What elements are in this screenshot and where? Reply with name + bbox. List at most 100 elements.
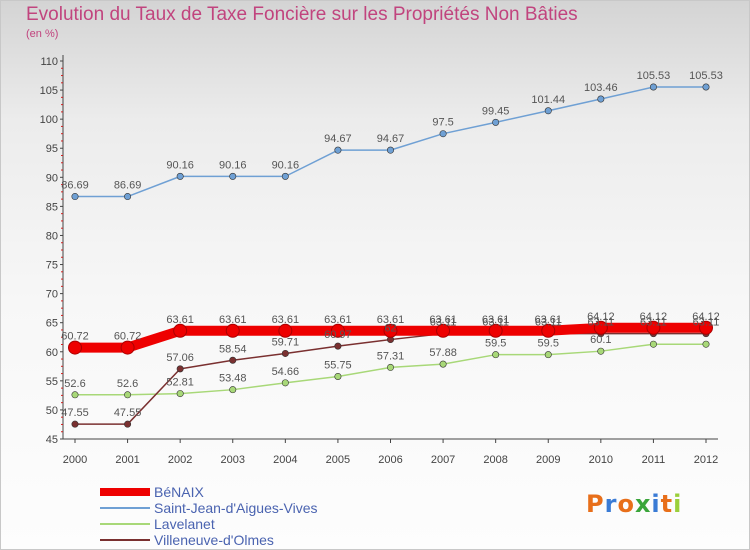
data-label: 105.53 xyxy=(637,70,671,82)
y-tick-label: 60 xyxy=(46,347,58,359)
data-label: 54.66 xyxy=(272,366,300,378)
data-point-villeneuve-d-olmes xyxy=(124,420,132,428)
logo-letter: r xyxy=(604,490,618,518)
data-point-lavelanet xyxy=(544,351,552,359)
x-tick-label: 2005 xyxy=(326,454,350,466)
data-label: 59.5 xyxy=(538,338,559,350)
legend-swatch xyxy=(100,523,150,525)
data-point-saint-jean-d-aigues-vives xyxy=(229,172,237,180)
data-point-saint-jean-d-aigues-vives xyxy=(71,193,79,201)
y-minor-tick xyxy=(61,431,63,433)
data-point-b-naix xyxy=(699,320,713,335)
data-label: 60.72 xyxy=(61,331,89,343)
y-tick-label: 110 xyxy=(40,56,58,68)
data-point-lavelanet xyxy=(386,363,394,371)
data-point-b-naix xyxy=(120,340,135,355)
data-label: 63.61 xyxy=(429,314,457,326)
data-point-b-naix xyxy=(225,323,240,338)
data-point-saint-jean-d-aigues-vives xyxy=(386,146,394,154)
data-label: 63.11 xyxy=(587,317,614,329)
x-tick-label: 2004 xyxy=(273,454,297,466)
data-point-saint-jean-d-aigues-vives xyxy=(439,130,447,138)
data-label: 101.44 xyxy=(531,94,565,106)
y-minor-tick xyxy=(61,358,63,360)
legend: BéNAIX Saint-Jean-d'Aigues-Vives Lavelanet… xyxy=(100,484,318,548)
legend-item: BéNAIX xyxy=(100,484,318,500)
data-label: 63.61 xyxy=(272,314,300,326)
y-tick-label: 85 xyxy=(46,201,58,213)
y-minor-tick xyxy=(61,394,63,396)
data-label: 47.55 xyxy=(61,407,89,419)
legend-swatch xyxy=(100,539,150,541)
data-label: 58.54 xyxy=(219,343,247,355)
y-minor-tick xyxy=(61,227,63,229)
legend-item: Lavelanet xyxy=(100,516,318,532)
data-label: 105.53 xyxy=(689,70,723,82)
y-tick-label: 80 xyxy=(46,230,58,242)
data-label: 63.61 xyxy=(166,314,194,326)
data-label: 64.12 xyxy=(692,311,720,323)
legend-swatch xyxy=(100,488,150,496)
y-tick-label: 55 xyxy=(46,376,58,388)
data-point-lavelanet xyxy=(334,372,342,380)
chart-title: Evolution du Taux de Taxe Foncière sur l… xyxy=(26,4,578,25)
y-minor-tick xyxy=(61,242,63,244)
data-point-lavelanet xyxy=(229,386,237,394)
x-tick-label: 2001 xyxy=(115,454,139,466)
data-label: 63.11 xyxy=(482,317,509,329)
data-point-b-naix xyxy=(646,320,661,335)
x-tick-label: 2012 xyxy=(694,454,718,466)
y-tick-label: 95 xyxy=(46,143,58,155)
y-minor-tick xyxy=(61,402,63,404)
data-point-b-naix xyxy=(541,323,556,338)
data-label: 57.88 xyxy=(429,347,457,359)
data-label: 64.12 xyxy=(640,311,668,323)
y-minor-tick xyxy=(61,387,63,389)
y-minor-tick xyxy=(61,285,63,287)
logo-letter: i xyxy=(673,490,683,518)
data-label: 52.81 xyxy=(166,377,194,389)
data-label: 64.12 xyxy=(587,311,615,323)
data-point-saint-jean-d-aigues-vives xyxy=(702,83,710,91)
data-point-saint-jean-d-aigues-vives xyxy=(597,95,605,103)
axes: 45 50 55 60 65 70 75 80 85 90 95 100 105 110 2000 2001 2… xyxy=(40,55,718,466)
y-tick-label: 65 xyxy=(46,318,58,330)
y-minor-tick xyxy=(61,329,63,331)
legend-label: Villeneuve-d'Olmes xyxy=(154,532,274,548)
data-label: 90.16 xyxy=(166,159,194,171)
x-tick-label: 2009 xyxy=(536,454,560,466)
logo-letter: t xyxy=(660,490,674,518)
y-minor-tick xyxy=(61,365,63,367)
data-point-b-naix xyxy=(173,323,188,338)
x-tick-label: 2008 xyxy=(483,454,507,466)
data-point-villeneuve-d-olmes xyxy=(281,349,289,357)
data-label: 86.69 xyxy=(114,180,142,192)
data-label: 63.11 xyxy=(693,317,720,329)
y-minor-tick xyxy=(61,256,63,258)
x-tick-label: 2010 xyxy=(589,454,613,466)
data-point-saint-jean-d-aigues-vives xyxy=(281,172,289,180)
legend-label: Saint-Jean-d'Aigues-Vives xyxy=(154,500,318,516)
y-minor-tick xyxy=(61,82,63,84)
data-point-lavelanet xyxy=(702,340,710,348)
y-minor-tick xyxy=(61,271,63,273)
y-minor-tick xyxy=(61,300,63,302)
data-point-b-naix xyxy=(383,323,398,338)
data-label: 86.69 xyxy=(61,180,89,192)
data-point-lavelanet xyxy=(649,340,657,348)
data-label: 97.5 xyxy=(432,117,453,129)
data-label: 63.11 xyxy=(535,317,562,329)
legend-label: Lavelanet xyxy=(154,516,215,532)
data-labels: 60.72 60.72 63.61 63.61 63.61 63.61 63.61 63.61… xyxy=(61,70,723,419)
data-label: 53.48 xyxy=(219,373,247,385)
data-point-saint-jean-d-aigues-vives xyxy=(124,193,132,201)
data-point-lavelanet xyxy=(176,390,184,398)
y-minor-tick xyxy=(61,191,63,193)
x-tick-label: 2011 xyxy=(642,454,666,466)
data-point-lavelanet xyxy=(71,391,79,399)
data-label: 63.61 xyxy=(324,314,352,326)
data-point-b-naix xyxy=(68,340,82,355)
x-tick-label: 2007 xyxy=(431,454,455,466)
data-label: 60.97 xyxy=(324,329,352,341)
data-label: 57.31 xyxy=(377,350,405,362)
